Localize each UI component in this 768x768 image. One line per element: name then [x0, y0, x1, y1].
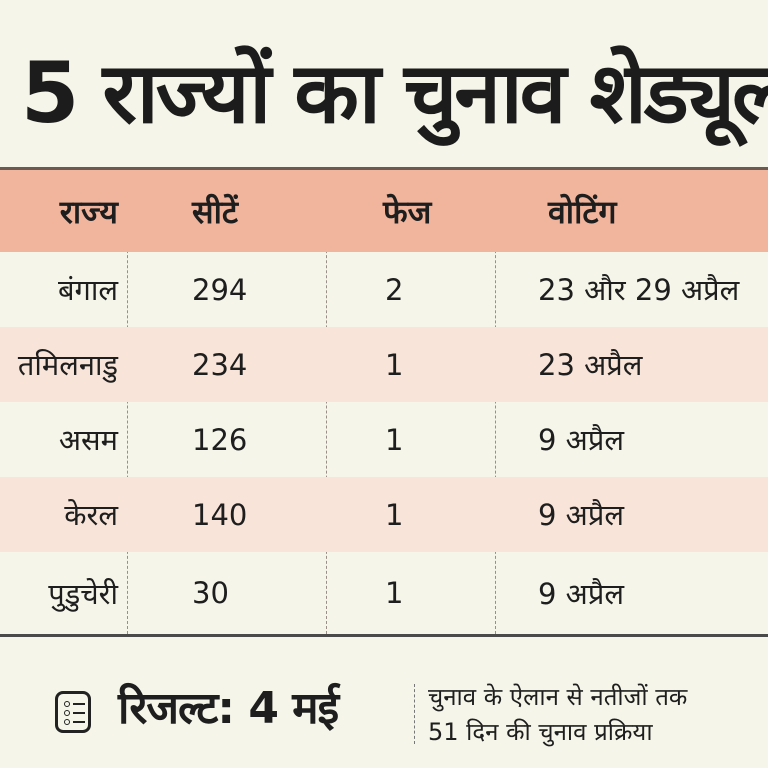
phases: 1	[385, 576, 404, 610]
voting: 9 अप्रैल	[538, 576, 624, 611]
schedule-table: राज्य सीटें फेज वोटिंग बंगाल 294 2 23 और…	[0, 167, 768, 637]
state: केरल	[64, 498, 118, 532]
voting: 23 अप्रैल	[538, 348, 643, 382]
header-voting: वोटिंग	[548, 192, 617, 231]
state: तमिलनाडु	[17, 348, 118, 382]
header-seats: सीटें	[192, 192, 239, 231]
seats: 126	[192, 422, 248, 457]
list-icon	[55, 691, 91, 733]
seats: 234	[192, 347, 248, 382]
column-divider	[495, 170, 496, 634]
header-state: राज्य	[59, 192, 118, 231]
column-divider	[326, 170, 327, 634]
seats: 140	[192, 497, 248, 532]
state: पुडुचेरी	[48, 576, 118, 611]
page-title: 5 राज्यों का चुनाव शेड्यूल	[20, 44, 768, 142]
phases: 1	[385, 422, 404, 457]
state: बंगाल	[57, 273, 118, 307]
seats: 294	[192, 272, 248, 307]
table-header: राज्य सीटें फेज वोटिंग	[0, 170, 768, 252]
footer-divider	[414, 684, 415, 744]
header-phases: फेज	[383, 192, 432, 231]
table-row: असम 126 1 9 अप्रैल	[0, 402, 768, 477]
note-line-2: 51 दिन की चुनाव प्रक्रिया	[428, 718, 653, 746]
voting: 9 अप्रैल	[538, 423, 624, 457]
table-row: केरल 140 1 9 अप्रैल	[0, 477, 768, 552]
voting: 9 अप्रैल	[538, 498, 624, 532]
table-row: पुडुचेरी 30 1 9 अप्रैल	[0, 552, 768, 634]
note-line-1: चुनाव के ऐलान से नतीजों तक	[428, 683, 688, 711]
column-divider	[127, 170, 128, 634]
state: असम	[58, 423, 118, 457]
table-row: तमिलनाडु 234 1 23 अप्रैल	[0, 327, 768, 402]
result-date: रिजल्ट: 4 मई	[118, 683, 339, 734]
phases: 1	[385, 347, 404, 382]
seats: 30	[192, 576, 229, 610]
table-row: बंगाल 294 2 23 और 29 अप्रैल	[0, 252, 768, 327]
phases: 2	[385, 272, 404, 307]
footer-note: चुनाव के ऐलान से नतीजों तक 51 दिन की चुन…	[428, 680, 687, 750]
phases: 1	[385, 497, 404, 532]
voting: 23 और 29 अप्रैल	[538, 273, 740, 307]
